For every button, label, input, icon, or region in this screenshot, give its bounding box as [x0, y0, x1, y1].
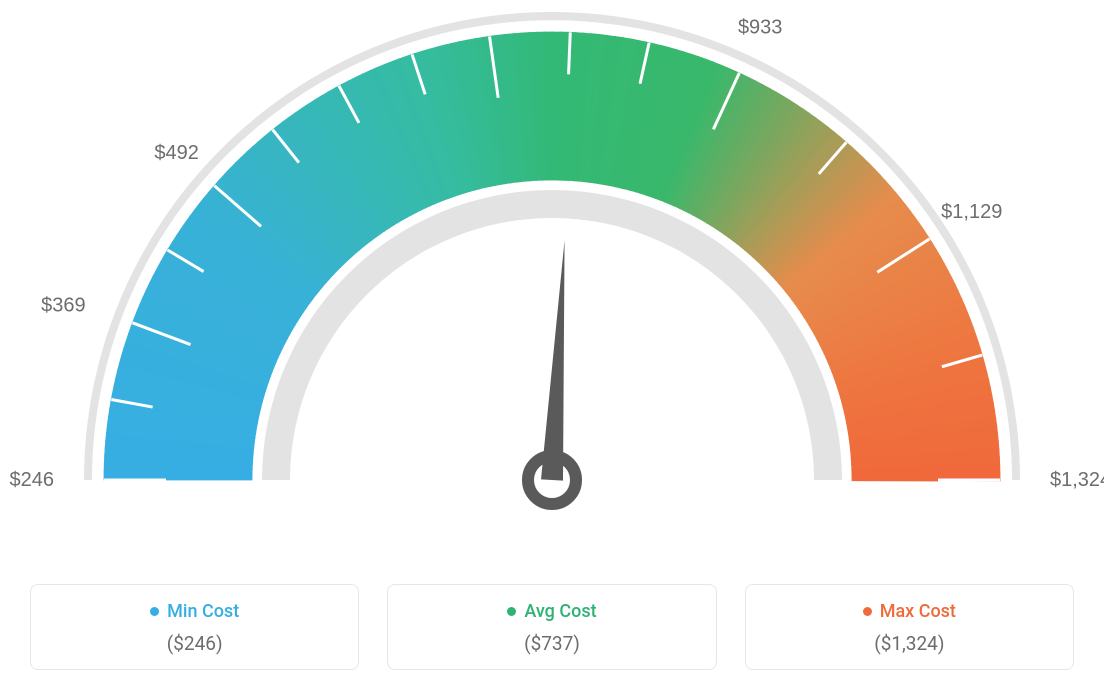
legend-card-avg: Avg Cost ($737) [387, 584, 716, 670]
legend-dot-max [863, 607, 872, 616]
legend-value-max: ($1,324) [756, 632, 1063, 655]
legend-label-avg: Avg Cost [507, 601, 596, 622]
legend-dot-min [150, 607, 159, 616]
legend-card-max: Max Cost ($1,324) [745, 584, 1074, 670]
legend-value-avg: ($737) [398, 632, 705, 655]
legend-text-min: Min Cost [167, 601, 239, 622]
gauge-chart: $246$369$492$737$933$1,129$1,324 [0, 0, 1104, 560]
legend-row: Min Cost ($246) Avg Cost ($737) Max Cost… [0, 584, 1104, 670]
svg-text:$933: $933 [738, 17, 783, 39]
legend-dot-avg [507, 607, 516, 616]
legend-text-avg: Avg Cost [524, 601, 596, 622]
svg-text:$492: $492 [154, 142, 199, 164]
svg-text:$369: $369 [41, 294, 86, 316]
svg-text:$246: $246 [10, 469, 55, 491]
legend-label-min: Min Cost [150, 601, 239, 622]
legend-value-min: ($246) [41, 632, 348, 655]
legend-card-min: Min Cost ($246) [30, 584, 359, 670]
svg-text:$1,129: $1,129 [941, 201, 1002, 223]
legend-label-max: Max Cost [863, 601, 956, 622]
svg-text:$1,324: $1,324 [1050, 469, 1104, 491]
chart-container: $246$369$492$737$933$1,129$1,324 Min Cos… [0, 0, 1104, 690]
legend-text-max: Max Cost [880, 601, 956, 622]
